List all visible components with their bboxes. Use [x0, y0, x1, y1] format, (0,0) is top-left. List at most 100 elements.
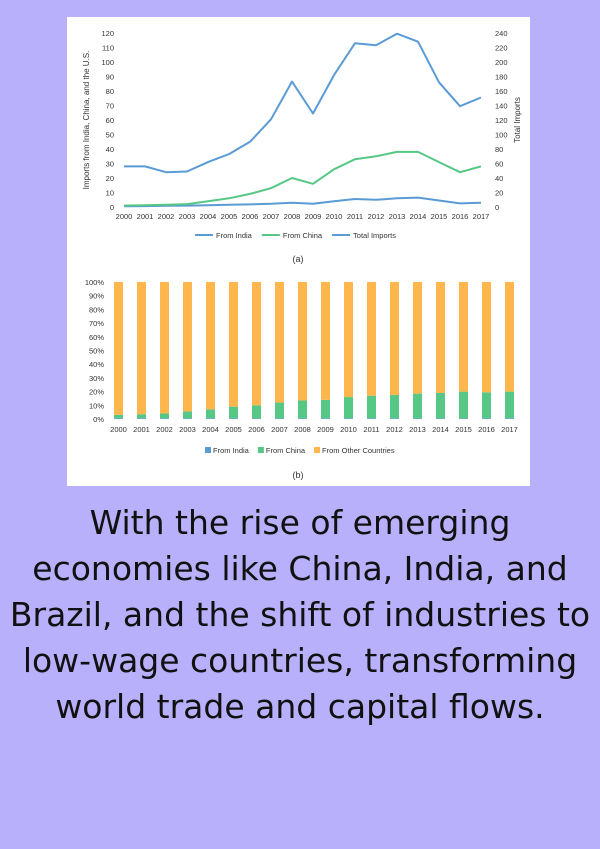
y2-tick-label: 80 — [495, 145, 503, 154]
x-tick-label: 2001 — [137, 212, 154, 221]
x-tick-label: 2003 — [179, 212, 196, 221]
x-tick-label: 2000 — [110, 425, 127, 434]
stacked-bar-chart-panel: 0% 10% 20% 30% 40% 50% 60% 70% 80% 90% 100% 2000 200… — [67, 267, 530, 486]
x-tick-label: 2016 — [478, 425, 495, 434]
y-tick-label: 100 — [101, 58, 114, 67]
series-line — [124, 32, 482, 174]
y-tick-label: 70% — [89, 319, 104, 328]
bar-segment — [390, 282, 399, 396]
series-line — [123, 196, 482, 208]
y2-tick-label: 220 — [495, 44, 508, 53]
x-tick-label: 2014 — [410, 212, 427, 221]
bar-segment — [367, 282, 376, 396]
bar-segment — [505, 391, 514, 419]
x-tick-label: 2013 — [389, 212, 406, 221]
bar-segment — [413, 282, 422, 394]
x-tick-label: 2009 — [305, 212, 322, 221]
bar-segment — [459, 282, 468, 392]
legend-swatch — [257, 447, 264, 453]
legend-label: From China — [283, 231, 323, 240]
x-tick-label: 2011 — [347, 212, 363, 221]
x-tick-label: 2001 — [133, 425, 150, 434]
legend-label: From India — [216, 231, 253, 240]
y-tick-label: 120 — [101, 29, 114, 38]
x-tick-label: 2010 — [326, 212, 343, 221]
bar-segment — [298, 400, 307, 419]
bar-segment — [137, 418, 146, 419]
legend-label: From China — [266, 446, 306, 455]
x-tick-label: 2014 — [432, 425, 449, 434]
x-tick-label: 2010 — [340, 425, 357, 434]
bar-segment — [459, 418, 468, 419]
bar-segment — [160, 282, 169, 414]
bar-segment — [505, 282, 514, 392]
x-tick-label: 2002 — [156, 425, 173, 434]
bar-segment — [275, 282, 284, 403]
legend-label: From India — [213, 446, 250, 455]
bar-segment — [482, 418, 491, 419]
x-tick-label: 2009 — [317, 425, 334, 434]
x-tick-label: 2005 — [225, 425, 242, 434]
y-tick-label: 60% — [89, 333, 104, 342]
bar-segment — [367, 395, 376, 419]
x-tick-label: 2008 — [294, 425, 311, 434]
bar-segment — [482, 282, 491, 393]
x-tick-label: 2011 — [363, 425, 379, 434]
bar-segment — [275, 418, 284, 419]
y-tick-label: 90 — [106, 73, 114, 82]
bar-segment — [160, 413, 169, 419]
bar-segment — [114, 282, 123, 415]
bar-segment — [206, 282, 215, 410]
x-tick-label: 2017 — [501, 425, 518, 434]
bar-segment — [252, 418, 261, 419]
bar-segment — [229, 406, 238, 419]
bar-segment — [413, 393, 422, 419]
y2-tick-label: 60 — [495, 160, 503, 169]
legend-swatch — [314, 447, 321, 453]
bar-segment — [344, 418, 353, 419]
bar-segment — [505, 418, 514, 419]
bar-segment — [298, 282, 307, 401]
y-axis-label: Imports from India, China, and the U.S. — [82, 51, 91, 190]
bar-segment — [114, 418, 123, 419]
x-tick-label: 2005 — [221, 212, 238, 221]
bar-segment — [275, 402, 284, 419]
x-tick-label: 2006 — [242, 212, 259, 221]
chart-caption: (a) — [293, 254, 304, 264]
bar-segment — [436, 392, 445, 419]
y2-tick-label: 0 — [495, 203, 499, 212]
y2-axis-label: Total Imports — [513, 97, 522, 143]
stacked-bar-chart: 0% 10% 20% 30% 40% 50% 60% 70% 80% 90% 100% 2000 200… — [85, 278, 518, 480]
x-tick-label: 2004 — [200, 212, 217, 221]
bar-segment — [298, 418, 307, 419]
bar-segment — [206, 418, 215, 419]
bar-segment — [344, 282, 353, 398]
x-tick-label: 2017 — [473, 212, 490, 221]
x-tick-label: 2012 — [368, 212, 385, 221]
series-line — [123, 150, 482, 207]
legend-label: Total Imports — [353, 231, 396, 240]
y2-tick-label: 100 — [495, 131, 508, 140]
y-tick-label: 110 — [102, 44, 114, 53]
bar-segment — [137, 282, 146, 415]
x-tick-label: 2015 — [455, 425, 472, 434]
y2-tick-label: 120 — [495, 116, 508, 125]
x-tick-label: 2004 — [202, 425, 219, 434]
x-tick-label: 2002 — [158, 212, 175, 221]
chart-caption: (b) — [293, 470, 304, 480]
bar-segment — [390, 395, 399, 419]
x-tick-label: 2013 — [409, 425, 426, 434]
y2-tick-label: 140 — [495, 102, 508, 111]
y-tick-label: 70 — [106, 102, 114, 111]
y-tick-label: 10% — [89, 401, 104, 410]
x-tick-label: 2008 — [284, 212, 301, 221]
x-tick-label: 2016 — [452, 212, 469, 221]
y2-tick-label: 20 — [495, 189, 503, 198]
bar-segment — [321, 282, 330, 400]
bar-segment — [413, 418, 422, 419]
bar-segment — [229, 282, 238, 407]
x-tick-label: 2006 — [248, 425, 265, 434]
y-tick-label: 50 — [106, 131, 114, 140]
x-tick-label: 2015 — [431, 212, 448, 221]
bar-segment — [183, 418, 192, 419]
